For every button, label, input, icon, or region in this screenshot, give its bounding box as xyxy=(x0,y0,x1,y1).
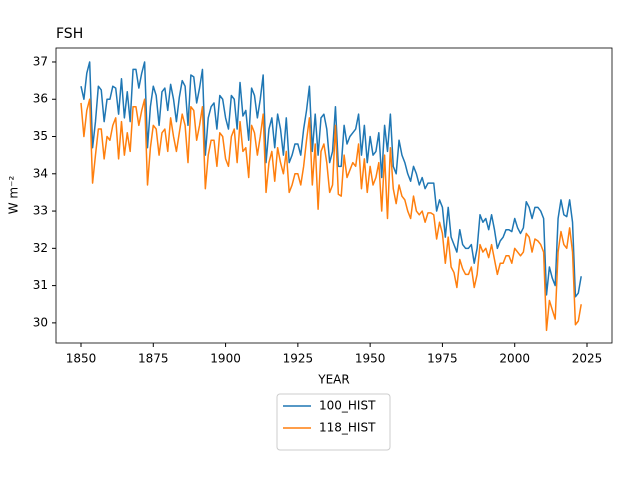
axes-frame xyxy=(55,47,613,344)
x-tick-label: 1950 xyxy=(355,352,386,366)
chart-title: FSH xyxy=(56,26,83,42)
y-tick-label: 36 xyxy=(33,92,48,106)
y-tick-label: 30 xyxy=(33,315,48,329)
legend-label: 118_HIST xyxy=(319,421,376,435)
x-tick-label: 1900 xyxy=(210,352,241,366)
x-axis-label: YEAR xyxy=(317,373,349,387)
x-tick-label: 2000 xyxy=(499,352,530,366)
x-tick-label: 2025 xyxy=(572,352,603,366)
y-tick-label: 35 xyxy=(33,129,48,143)
x-tick-label: 1875 xyxy=(138,352,169,366)
y-tick-label: 37 xyxy=(33,54,48,68)
y-tick-label: 32 xyxy=(33,241,48,255)
x-tick-label: 1975 xyxy=(427,352,458,366)
x-tick-label: 1850 xyxy=(66,352,97,366)
legend-box xyxy=(276,393,391,451)
x-tick-label: 1925 xyxy=(283,352,314,366)
legend-label: 100_HIST xyxy=(319,399,376,413)
y-tick-label: 31 xyxy=(33,278,48,292)
y-tick-label: 33 xyxy=(33,204,48,218)
y-axis-label: W m⁻² xyxy=(7,176,21,215)
line-series xyxy=(80,98,582,332)
line-series xyxy=(80,61,582,298)
y-tick-label: 34 xyxy=(33,166,48,180)
